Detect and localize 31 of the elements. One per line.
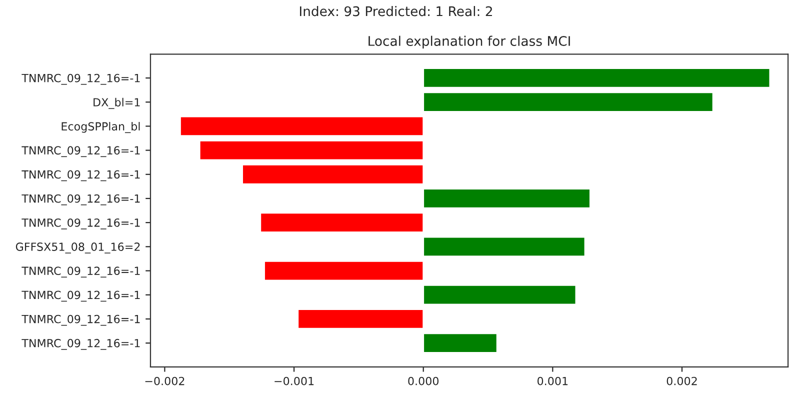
x-tick-label: 0.001 bbox=[538, 376, 568, 386]
y-tick-label: EcogSPPlan_bl bbox=[62, 122, 140, 134]
y-tick-label: TNMRC_09_12_16=-1 bbox=[22, 266, 140, 278]
bar bbox=[422, 236, 586, 258]
bar bbox=[297, 308, 424, 330]
y-tick-label: TNMRC_09_12_16=-1 bbox=[22, 218, 140, 230]
chart-subtitle: Index: 93 Predicted: 1 Real: 2 bbox=[300, 6, 492, 16]
y-tick-label: GFFSX51_08_01_16=2 bbox=[16, 242, 140, 254]
y-tick-label: TNMRC_09_12_16=-1 bbox=[22, 170, 140, 182]
bar bbox=[242, 164, 424, 185]
x-tick-label: −0.001 bbox=[274, 376, 314, 386]
x-tick-label: 0.000 bbox=[408, 376, 439, 386]
y-tick-label: TNMRC_09_12_16=-1 bbox=[22, 290, 140, 302]
y-tick-label: TNMRC_09_12_16=-1 bbox=[22, 338, 140, 350]
bar bbox=[422, 92, 714, 112]
bar bbox=[422, 332, 498, 354]
y-tick-label: TNMRC_09_12_16=-1 bbox=[22, 146, 140, 158]
y-tick-label: TNMRC_09_12_16=-1 bbox=[22, 194, 140, 206]
bar bbox=[422, 68, 771, 88]
bar bbox=[260, 212, 424, 233]
bar bbox=[422, 284, 577, 306]
bar bbox=[422, 188, 591, 209]
bar bbox=[180, 116, 424, 137]
bar bbox=[198, 140, 424, 161]
y-tick-label: TNMRC_09_12_16=-1 bbox=[22, 74, 140, 85]
chart-title: Local explanation for class MCI bbox=[368, 36, 570, 49]
x-tick-label: 0.002 bbox=[666, 376, 697, 386]
x-tick-label: −0.002 bbox=[145, 376, 184, 386]
bar bbox=[264, 260, 424, 282]
y-tick-label: TNMRC_09_12_16=-1 bbox=[22, 314, 140, 326]
y-tick-label: DX_bl=1 bbox=[94, 98, 140, 109]
